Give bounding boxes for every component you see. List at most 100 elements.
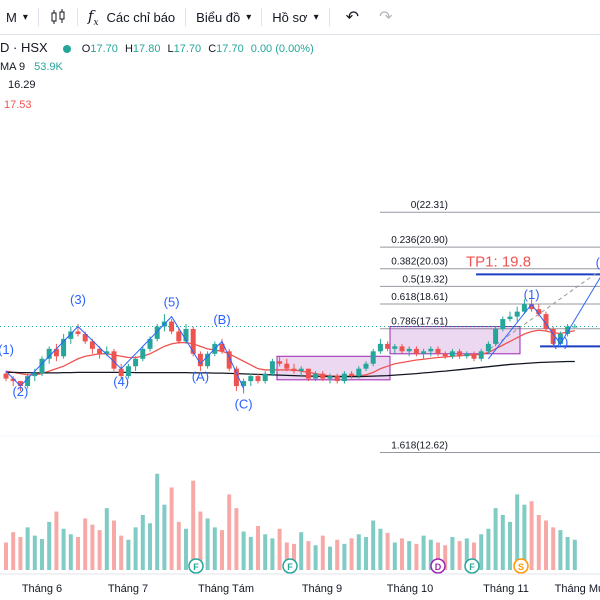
volume-bar: [551, 527, 556, 570]
volume-bar: [558, 530, 563, 570]
candle-body: [471, 353, 477, 359]
candle-body: [197, 353, 203, 367]
divider: [76, 8, 78, 26]
volume-bar: [299, 532, 304, 570]
projection-line: [489, 271, 599, 350]
elliott-wave-line: [488, 276, 600, 360]
wave-label: (3): [70, 292, 86, 307]
low-label: L: [167, 43, 174, 55]
top-toolbar: M ▾ fx Các chỉ báo Biểu đồ ▾ Hồ sơ ▾ ↶ ↷: [0, 0, 600, 35]
high-value: 17.80: [132, 43, 161, 55]
candle-body: [557, 333, 563, 344]
volume-bar: [428, 539, 433, 570]
volume-bar: [155, 473, 160, 570]
redo-button[interactable]: ↷: [371, 0, 400, 34]
candle-body: [284, 363, 290, 369]
candle-body: [97, 348, 103, 354]
volume-bar: [500, 515, 505, 570]
candle-body: [521, 304, 527, 312]
chart-type-dropdown[interactable]: Biểu đồ ▾: [190, 0, 257, 34]
candles-style-button[interactable]: [43, 0, 73, 34]
volume-bar: [47, 521, 52, 570]
candle-body: [493, 328, 499, 344]
volume-bar: [335, 539, 340, 570]
indicators-button[interactable]: fx Các chỉ báo: [82, 0, 181, 34]
profile-dropdown[interactable]: Hồ sơ ▾: [266, 0, 324, 34]
volume-bar: [457, 541, 462, 570]
candle-body: [356, 368, 362, 377]
candle-body: [478, 351, 484, 359]
open-label: O: [81, 43, 91, 55]
wave-label: (1): [524, 287, 540, 302]
volume-bar: [205, 518, 210, 570]
volume-bar: [169, 487, 174, 570]
price-chart[interactable]: 0(22.31) 0.236(20.90) 0.382(20.03) 0.5(19.3…: [0, 34, 600, 600]
volume-bar: [40, 539, 44, 570]
volume-bar: [126, 539, 131, 570]
candle-body: [133, 358, 139, 367]
volume-bar: [212, 527, 217, 570]
volume-bar: [18, 537, 23, 570]
time-tick-label: Tháng Mư: [555, 583, 600, 595]
candle-body: [262, 373, 268, 382]
volume-bar: [407, 541, 412, 570]
candle-body: [17, 381, 23, 387]
ma-long-line: [6, 360, 575, 378]
candle-body: [514, 311, 520, 317]
volume-bar: [515, 494, 520, 570]
undo-button[interactable]: ↶: [334, 0, 371, 34]
candle-body: [10, 378, 16, 382]
volume-bar: [464, 538, 469, 570]
volume-bar: [572, 539, 577, 570]
volume-bar: [140, 515, 145, 570]
volume-bar: [392, 542, 397, 570]
volume-ma-value: 53.9K: [34, 61, 63, 73]
candle-body: [277, 361, 283, 364]
volume-bar: [479, 534, 484, 570]
volume-bar: [385, 532, 390, 570]
symbol-label: D · HSX: [0, 40, 48, 55]
close-label: C: [208, 43, 217, 55]
candle-body: [392, 346, 398, 349]
volume-bar: [133, 527, 138, 570]
time-tick-label: Tháng 11: [483, 583, 529, 595]
candle-body: [75, 331, 81, 334]
volume-bar: [4, 542, 8, 570]
candle-body: [190, 328, 196, 354]
change-value: 0.00 (0.00%): [250, 43, 314, 55]
volume-bar: [472, 542, 476, 570]
wave-label: (5): [164, 295, 180, 310]
volume-bar: [54, 511, 59, 570]
volume-bar: [25, 527, 30, 570]
volume-bar: [493, 508, 498, 570]
legend-ma-short-row: 17.53: [0, 97, 314, 113]
fib-level-label: 0(22.31): [411, 200, 448, 211]
candle-body: [255, 376, 261, 382]
candle-body: [205, 353, 211, 367]
volume-bar: [364, 537, 368, 570]
candle-body: [32, 373, 38, 377]
low-value: 17.70: [173, 43, 202, 55]
chevron-down-icon: ▾: [22, 11, 28, 23]
volume-bar: [220, 530, 224, 570]
event-marker: [430, 558, 446, 574]
legend-ohlc-row: D · HSX O17.70 H17.80 L17.70 C17.70 0.00…: [0, 40, 314, 57]
interval-dropdown[interactable]: M ▾: [0, 0, 34, 34]
candle-body: [406, 348, 412, 352]
chevron-down-icon: ▾: [246, 11, 252, 23]
volume-bar: [83, 518, 88, 570]
candle-body: [464, 353, 470, 357]
candle-body: [233, 368, 239, 387]
volume-ma-label: MA 9: [0, 61, 26, 73]
time-tick-label: Tháng 10: [387, 583, 433, 595]
volume-bar: [248, 537, 253, 570]
elliott-wave-line: [5, 315, 245, 389]
interval-label: M: [6, 9, 17, 25]
candle-body: [248, 376, 254, 382]
volume-bar: [68, 534, 73, 570]
legend-volume-row: MA 9 53.9K: [0, 59, 314, 75]
wave-label: (3): [596, 255, 600, 270]
fib-level-label: 0.382(20.03): [391, 257, 448, 268]
candle-body: [269, 361, 275, 374]
volume-bar: [162, 504, 167, 570]
